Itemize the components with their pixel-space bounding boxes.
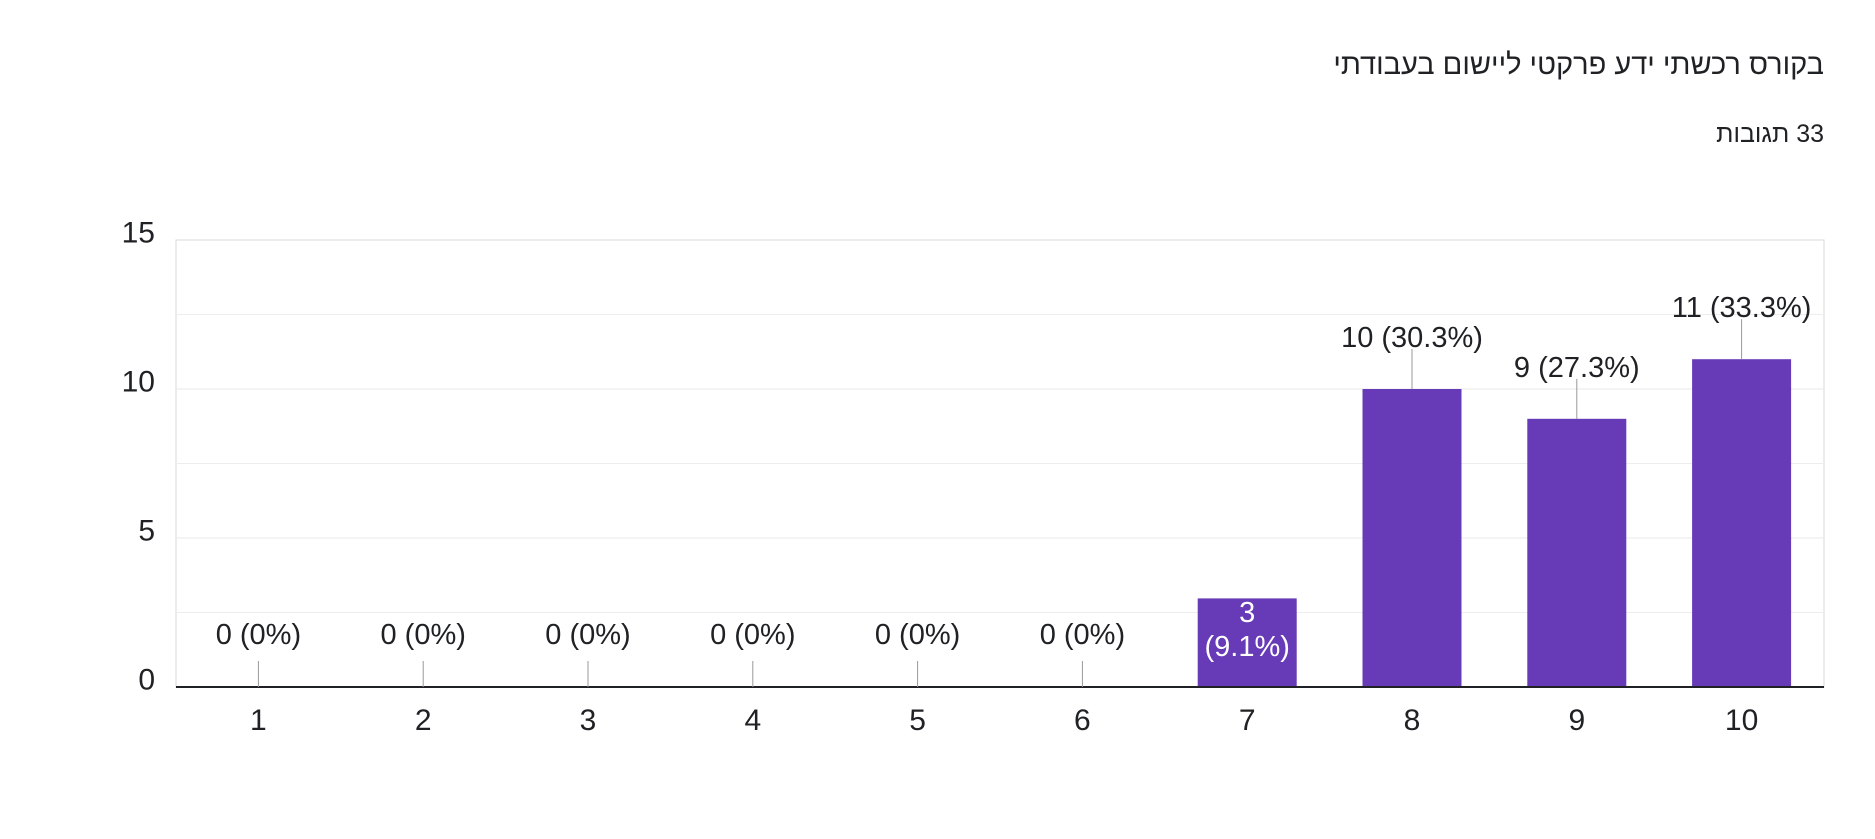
svg-text:6: 6 [1074,704,1091,737]
svg-text:10: 10 [1725,704,1758,737]
svg-text:2: 2 [415,704,432,737]
svg-text:0 (0%): 0 (0%) [875,619,960,651]
svg-text:0 (0%): 0 (0%) [545,619,630,651]
svg-text:5: 5 [909,704,926,737]
svg-text:8: 8 [1404,704,1421,737]
svg-text:3: 3 [1239,597,1255,629]
svg-text:9: 9 [1568,704,1585,737]
svg-text:1: 1 [250,704,267,737]
svg-text:4: 4 [744,704,761,737]
svg-text:3: 3 [580,704,597,737]
svg-text:0: 0 [138,664,155,697]
svg-text:(9.1%): (9.1%) [1204,631,1289,663]
svg-text:0 (0%): 0 (0%) [1040,619,1125,651]
svg-text:9 (27.3%): 9 (27.3%) [1514,352,1640,384]
svg-text:5: 5 [138,515,155,548]
svg-text:11 (33.3%): 11 (33.3%) [1672,292,1812,324]
svg-text:10 (30.3%): 10 (30.3%) [1341,322,1483,354]
svg-text:15: 15 [122,217,155,250]
svg-text:0 (0%): 0 (0%) [216,619,301,651]
svg-text:0 (0%): 0 (0%) [380,619,465,651]
svg-text:7: 7 [1239,704,1256,737]
svg-text:0 (0%): 0 (0%) [710,619,795,651]
svg-text:10: 10 [122,366,155,399]
